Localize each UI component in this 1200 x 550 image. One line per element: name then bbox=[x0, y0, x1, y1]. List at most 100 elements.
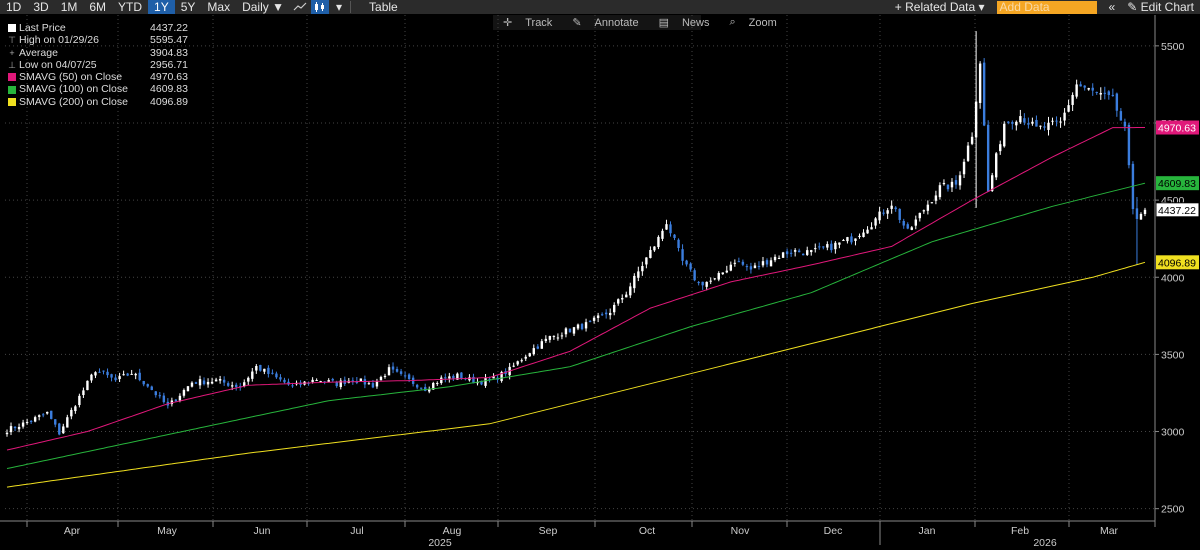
candle-body bbox=[58, 423, 61, 435]
sma100-line bbox=[6, 182, 1146, 469]
candlestick-icon[interactable] bbox=[310, 0, 329, 14]
add-data-input[interactable]: Add Data bbox=[996, 0, 1097, 14]
range-max[interactable]: Max bbox=[207, 0, 231, 14]
candle-body bbox=[737, 261, 741, 263]
zoom-button[interactable]: ⌕ Zoom bbox=[725, 16, 782, 29]
candle-body bbox=[279, 377, 282, 380]
candle-body bbox=[637, 271, 640, 278]
candle-body bbox=[625, 294, 628, 298]
range-5y[interactable]: 5Y bbox=[180, 0, 196, 14]
chart-legend: Last Price 4437.22 ⊤ High on 01/29/26 559… bbox=[8, 22, 188, 108]
candle-body bbox=[315, 379, 318, 381]
candle-body bbox=[255, 366, 258, 371]
candle-body bbox=[1063, 112, 1066, 121]
table-button[interactable]: Table bbox=[369, 0, 398, 14]
candle-body bbox=[713, 278, 716, 280]
range-1y[interactable]: 1Y bbox=[148, 0, 175, 14]
magnifier-icon: ⌕ bbox=[729, 16, 736, 28]
x-month-label: Mar bbox=[1100, 525, 1119, 537]
candle-body bbox=[749, 266, 753, 270]
candle-body bbox=[528, 353, 531, 357]
candle-body bbox=[797, 250, 801, 253]
interval-select[interactable]: Daily ▼ bbox=[236, 0, 290, 14]
low-marker-icon: ⊥ bbox=[8, 59, 16, 70]
candle-body bbox=[194, 382, 198, 384]
candle-body bbox=[588, 320, 592, 322]
candle-body bbox=[271, 372, 274, 374]
candle-body bbox=[600, 314, 604, 316]
legend-value: 4609.83 bbox=[150, 83, 188, 96]
candle-body bbox=[1087, 88, 1090, 90]
candle-body bbox=[158, 395, 162, 397]
candle-body bbox=[50, 410, 53, 419]
candle-body bbox=[472, 376, 475, 384]
pencil-icon: ✎ bbox=[1127, 0, 1138, 14]
candle-body bbox=[705, 281, 708, 287]
collapse-icon[interactable]: « bbox=[1108, 0, 1116, 14]
candle-body bbox=[259, 364, 262, 371]
interval-label: Daily bbox=[242, 0, 269, 14]
candle-body bbox=[1007, 121, 1010, 123]
candle-body bbox=[1123, 121, 1127, 127]
range-3d[interactable]: 3D bbox=[33, 0, 49, 14]
sma100-value-tag-bg bbox=[1156, 176, 1199, 191]
candle-body bbox=[114, 377, 117, 381]
candle-body bbox=[990, 175, 994, 191]
candle-body bbox=[753, 265, 757, 269]
candle-body bbox=[512, 365, 515, 367]
annotate-button[interactable]: ✎ Annotate bbox=[567, 16, 643, 30]
line-chart-icon[interactable] bbox=[291, 0, 309, 14]
candle-body bbox=[608, 312, 612, 316]
candle-body bbox=[1119, 111, 1123, 121]
candle-body bbox=[906, 224, 909, 229]
candle-body bbox=[1015, 121, 1018, 126]
candle-body bbox=[838, 242, 841, 245]
x-month-label: Jun bbox=[254, 525, 271, 537]
candle-body bbox=[1035, 119, 1038, 127]
range-ytd[interactable]: YTD bbox=[118, 0, 143, 14]
candle-body bbox=[1111, 94, 1115, 96]
candle-body bbox=[9, 426, 13, 433]
range-1m[interactable]: 1M bbox=[60, 0, 78, 14]
candle-body bbox=[942, 182, 946, 185]
candle-body bbox=[986, 124, 990, 192]
candle-body bbox=[568, 328, 572, 333]
candle-body bbox=[1083, 85, 1086, 88]
last-price-tag: 4437.22 bbox=[1158, 205, 1196, 217]
chevron-down-icon: ▼ bbox=[272, 0, 284, 14]
candle-body bbox=[934, 195, 938, 201]
legend-label: SMAVG (200) on Close bbox=[19, 95, 128, 108]
candle-body bbox=[1143, 209, 1147, 214]
average-marker-icon: + bbox=[9, 47, 15, 58]
news-button[interactable]: ▤ News bbox=[654, 16, 715, 30]
candle-body bbox=[1091, 87, 1094, 91]
candle-body bbox=[263, 368, 266, 372]
candle-body bbox=[456, 373, 459, 380]
candle-body bbox=[761, 261, 765, 266]
candle-body bbox=[138, 372, 141, 381]
candle-body bbox=[516, 361, 519, 365]
candle-body bbox=[862, 232, 865, 238]
x-year-label: 2026 bbox=[1033, 537, 1057, 549]
range-1d[interactable]: 1D bbox=[6, 0, 22, 14]
y-tick-label: 3000 bbox=[1161, 427, 1185, 439]
candle-body bbox=[645, 257, 648, 265]
range-6m[interactable]: 6M bbox=[89, 0, 107, 14]
sma100-value-tag: 4609.83 bbox=[1158, 178, 1196, 190]
candle-body bbox=[878, 211, 881, 221]
candle-body bbox=[890, 205, 893, 209]
candle-body bbox=[448, 376, 451, 379]
candle-body bbox=[283, 379, 286, 383]
candle-body bbox=[1135, 208, 1139, 219]
track-button[interactable]: ✛ Track bbox=[498, 16, 557, 30]
candle-body bbox=[946, 184, 950, 190]
candle-body bbox=[801, 253, 805, 256]
related-data-button[interactable]: + Related Data ▾ bbox=[889, 0, 991, 14]
candle-body bbox=[552, 335, 556, 337]
edit-chart-button[interactable]: ✎ Edit Chart bbox=[1121, 0, 1200, 14]
candle-body bbox=[858, 235, 861, 238]
chart-type-dropdown[interactable]: ▾ bbox=[330, 0, 348, 14]
candle-body bbox=[689, 263, 692, 270]
x-month-label: Jan bbox=[919, 525, 936, 537]
